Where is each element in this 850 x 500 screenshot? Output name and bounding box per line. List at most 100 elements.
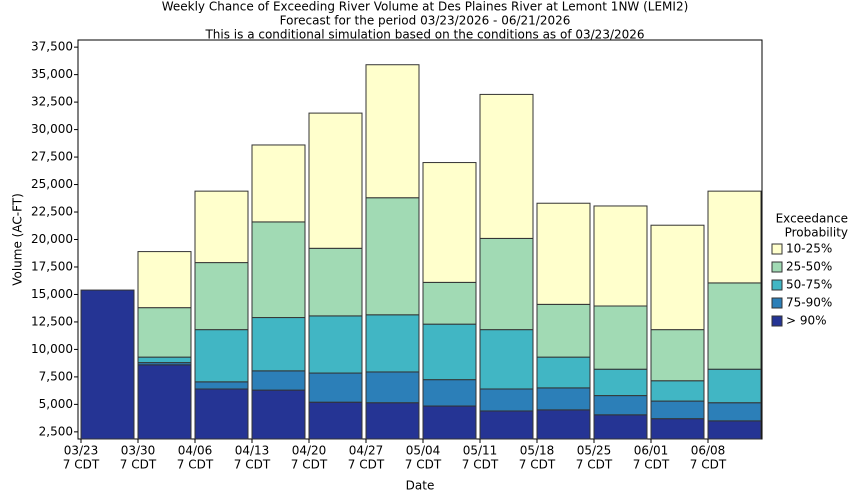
bar-segment [194, 262, 249, 331]
x-tick-label: 06/08 [691, 444, 726, 458]
y-tick-label: 37,500 [31, 40, 73, 54]
legend-title: Probability [785, 226, 848, 240]
bar-segment [479, 410, 534, 440]
x-tick-label: 05/18 [520, 444, 555, 458]
bar-segment [650, 400, 705, 420]
legend-swatch [771, 279, 783, 291]
bar-segment [137, 251, 192, 309]
bar-segment [536, 202, 591, 305]
bar-segment [650, 418, 705, 440]
bar-segment [479, 329, 534, 390]
bar-segment [593, 205, 648, 307]
bar-segment [707, 368, 762, 404]
x-tick-label: 04/06 [178, 444, 213, 458]
bar-segment [593, 395, 648, 416]
y-tick-label: 5,000 [39, 397, 73, 411]
bar-segment [308, 112, 363, 249]
bar-segment [422, 323, 477, 381]
bar-segment [479, 388, 534, 412]
x-tick-sublabel: 7 CDT [63, 458, 100, 472]
bar-segment [251, 389, 306, 440]
legend-label: 10-25% [786, 242, 832, 256]
bar-segment [251, 370, 306, 391]
bar-segment [308, 372, 363, 403]
y-tick-label: 32,500 [31, 95, 73, 109]
x-tick-label: 05/11 [463, 444, 498, 458]
bar-segment [707, 282, 762, 370]
bar-segment [593, 368, 648, 397]
x-tick-label: 03/30 [121, 444, 156, 458]
y-tick-label: 2,500 [39, 424, 73, 438]
legend-label: 50-75% [786, 278, 832, 292]
bar-segment [650, 380, 705, 402]
bar-segment [194, 388, 249, 440]
legend-title: Exceedance [776, 212, 848, 226]
legend-label: > 90% [786, 314, 827, 328]
x-tick-sublabel: 7 CDT [348, 458, 385, 472]
bar-segment [536, 356, 591, 389]
x-tick-sublabel: 7 CDT [690, 458, 727, 472]
y-tick-label: 22,500 [31, 205, 73, 219]
bar-segment [365, 197, 420, 316]
bar-segment [137, 364, 192, 440]
y-tick-label: 20,000 [31, 232, 73, 246]
y-tick-label: 15,000 [31, 287, 73, 301]
x-tick-label: 03/23 [64, 444, 99, 458]
legend-swatch [771, 243, 783, 255]
bar-segment [365, 371, 420, 404]
bar-segment [251, 317, 306, 372]
x-tick-sublabel: 7 CDT [234, 458, 271, 472]
x-tick-label: 04/20 [292, 444, 327, 458]
bar-segment [650, 329, 705, 382]
x-tick-label: 05/25 [577, 444, 612, 458]
bar-segment [308, 247, 363, 317]
chart-title: Weekly Chance of Exceeding River Volume … [162, 0, 689, 14]
bar-segment [593, 414, 648, 440]
bar-segment [422, 281, 477, 325]
bar-segment [308, 315, 363, 374]
bar-segment [308, 401, 363, 440]
bar-segment [479, 93, 534, 239]
bar-segment [137, 356, 192, 364]
y-tick-label: 10,000 [31, 342, 73, 356]
legend-swatch [771, 261, 783, 273]
bar-segment [365, 402, 420, 440]
chart-title: Forecast for the period 03/23/2026 - 06/… [280, 14, 571, 28]
bar-segment [422, 405, 477, 440]
x-tick-sublabel: 7 CDT [519, 458, 556, 472]
y-axis-label: Volume (AC-FT) [11, 193, 25, 286]
x-tick-sublabel: 7 CDT [405, 458, 442, 472]
bar-segment [365, 64, 420, 199]
bar-segment [536, 303, 591, 358]
bar-segment [479, 237, 534, 331]
legend-swatch [771, 315, 783, 327]
y-tick-label: 17,500 [31, 259, 73, 273]
bar-segment [650, 224, 705, 331]
x-tick-sublabel: 7 CDT [120, 458, 157, 472]
y-tick-label: 7,500 [39, 369, 73, 383]
x-tick-label: 04/27 [349, 444, 384, 458]
x-tick-sublabel: 7 CDT [576, 458, 613, 472]
x-axis-label: Date [406, 479, 435, 493]
x-tick-sublabel: 7 CDT [633, 458, 670, 472]
bar-segment [536, 409, 591, 440]
bar-segment [137, 307, 192, 358]
x-tick-label: 06/01 [634, 444, 669, 458]
bar-segment [251, 221, 306, 319]
bar-segment [422, 379, 477, 407]
y-tick-label: 35,000 [31, 67, 73, 81]
bar-segment [707, 190, 762, 284]
y-tick-label: 12,500 [31, 314, 73, 328]
bar-segment [365, 314, 420, 373]
x-tick-label: 04/13 [235, 444, 270, 458]
y-tick-label: 25,000 [31, 177, 73, 191]
bar-segment [536, 387, 591, 411]
bar-segment [194, 190, 249, 264]
bar-segment [80, 289, 135, 440]
y-tick-label: 27,500 [31, 150, 73, 164]
bar-segment [707, 402, 762, 422]
y-tick-label: 30,000 [31, 122, 73, 136]
legend-swatch [771, 297, 783, 309]
